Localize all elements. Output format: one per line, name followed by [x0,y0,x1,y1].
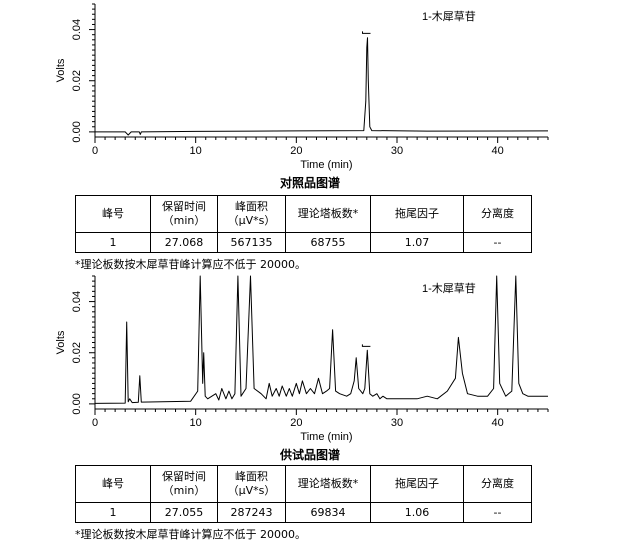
header-peak-area-line1: 峰面积 [235,470,268,483]
sample-footnote: *理论板数按木犀草苷峰计算应不低于 20000。 [75,528,306,541]
header-peak-area: 峰面积 （μV*s） [217,195,286,233]
reference-chromatogram: 0 10 20 30 40 0.00 0.02 0.04 Time (min) Volts 1-木犀… [55,3,549,171]
x-tick-label: 10 [190,145,202,157]
header-tailing-factor: 拖尾因子 [370,195,464,233]
x-axis-label: Time (min) [300,431,352,443]
peak-annotation: 1-木犀草苷 [422,9,476,23]
y-tick-label: 0.04 [71,19,83,40]
sample-chromatogram: 0 10 20 30 40 0.00 0.02 0.04 Time (min) Volts 1-木犀… [55,275,549,443]
cell-peak-no: 1 [75,232,151,253]
header-peak-area-line1: 峰面积 [235,200,268,213]
header-peak-area-line2: （μV*s） [227,484,276,497]
table-header-row: 峰号 保留时间 （min） 峰面积 （μV*s） 理论塔板数* 拖尾因子 分离度 [75,195,532,233]
cell-tailing-factor: 1.06 [370,502,464,523]
peak-marker [361,344,371,347]
y-tick-label: 0.00 [71,121,83,142]
header-tailing-factor: 拖尾因子 [370,465,464,503]
chromatogram-trace [94,275,548,404]
header-peak-area-line2: （μV*s） [227,214,276,227]
header-retention-time-line1: 保留时间 [162,200,206,213]
x-tick-label: 40 [492,145,504,157]
chromatogram-trace [95,37,549,136]
reference-parameter-table: 峰号 保留时间 （min） 峰面积 （μV*s） 理论塔板数* 拖尾因子 分离度 1… [75,195,532,253]
reference-footnote: *理论板数按木犀草苷峰计算应不低于 20000。 [75,258,306,271]
y-tick-label: 0.00 [71,393,83,414]
cell-retention-time: 27.068 [150,232,218,253]
cell-peak-no: 1 [75,502,151,523]
header-resolution: 分离度 [463,195,532,233]
x-tick-label: 30 [391,145,403,157]
y-tick-label: 0.02 [71,70,83,91]
header-peak-no: 峰号 [75,195,151,233]
y-axis-label: Volts [55,58,67,82]
x-tick-label: 0 [92,417,98,429]
table-header-row: 峰号 保留时间 （min） 峰面积 （μV*s） 理论塔板数* 拖尾因子 分离度 [75,465,532,503]
x-tick-label: 20 [290,145,302,157]
x-tick-label: 30 [391,417,403,429]
header-resolution: 分离度 [463,465,532,503]
x-tick-label: 10 [190,417,202,429]
header-retention-time: 保留时间 （min） [150,195,218,233]
header-theoretical-plates: 理论塔板数* [285,465,371,503]
cell-tailing-factor: 1.07 [370,232,464,253]
x-tick-label: 40 [492,417,504,429]
header-peak-no: 峰号 [75,465,151,503]
header-retention-time-line2: （min） [162,484,206,497]
table-row: 1 27.068 567135 68755 1.07 -- [75,232,532,253]
cell-resolution: -- [463,502,532,523]
sample-chart-title: 供试品图谱 [279,448,340,462]
peak-annotation: 1-木犀草苷 [422,281,476,295]
sample-parameter-table: 峰号 保留时间 （min） 峰面积 （μV*s） 理论塔板数* 拖尾因子 分离度 1… [75,465,532,523]
header-peak-area: 峰面积 （μV*s） [217,465,286,503]
x-tick-label: 0 [92,145,98,157]
y-tick-label: 0.02 [71,342,83,363]
cell-peak-area: 567135 [217,232,286,253]
peak-marker [362,31,371,34]
cell-resolution: -- [463,232,532,253]
cell-theoretical-plates: 68755 [285,232,371,253]
reference-chart-title: 对照品图谱 [279,176,340,190]
cell-peak-area: 287243 [217,502,286,523]
cell-theoretical-plates: 69834 [285,502,371,523]
table-row: 1 27.055 287243 69834 1.06 -- [75,502,532,523]
header-retention-time: 保留时间 （min） [150,465,218,503]
x-tick-label: 20 [290,417,302,429]
header-retention-time-line2: （min） [162,214,206,227]
y-tick-label: 0.04 [71,291,83,312]
header-retention-time-line1: 保留时间 [162,470,206,483]
y-axis-label: Volts [55,330,67,354]
cell-retention-time: 27.055 [150,502,218,523]
header-theoretical-plates: 理论塔板数* [285,195,371,233]
x-axis-label: Time (min) [300,159,352,171]
